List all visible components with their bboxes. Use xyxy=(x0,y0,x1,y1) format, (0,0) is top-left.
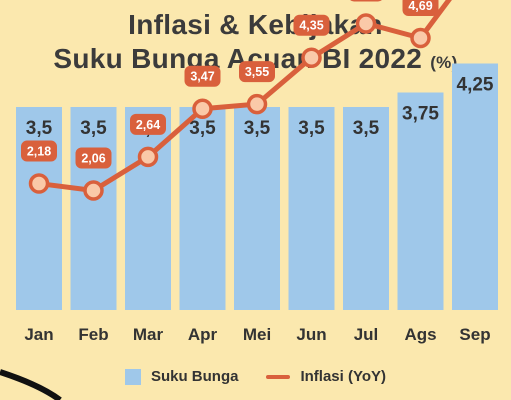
inflation-value-label-mar: 2,64 xyxy=(136,118,160,132)
inflation-point-ags xyxy=(410,27,431,49)
inflation-value-label-mei: 3,55 xyxy=(245,65,269,79)
bar-value-label-apr: 3,5 xyxy=(189,118,216,139)
inflation-point-jul xyxy=(355,13,377,34)
legend-swatch-line xyxy=(266,374,291,379)
title-line-1: Inflasi & Kebijakan xyxy=(128,9,383,40)
inflation-point-mei xyxy=(246,93,268,115)
bar-mei xyxy=(234,107,280,310)
category-label-ags: Ags xyxy=(404,325,436,344)
inflation-label-box-mar xyxy=(130,113,166,135)
bar-value-label-feb: 3,5 xyxy=(80,118,107,139)
inflation-label-box-jan xyxy=(21,140,57,162)
category-label-jul: Jul xyxy=(354,325,379,344)
bar-value-label-jan: 3,5 xyxy=(26,118,53,139)
legend-item-suku-bunga: Suku Bunga xyxy=(124,368,239,385)
legend: Suku Bunga Inflasi (YoY) xyxy=(0,368,511,385)
category-label-mar: Mar xyxy=(133,325,164,344)
inflation-point-apr xyxy=(192,98,213,119)
inflation-point-jun xyxy=(301,47,322,68)
chart-title: Inflasi & Kebijakan Suku Bunga Acuan BI … xyxy=(0,8,511,80)
category-label-feb: Feb xyxy=(78,325,108,344)
inflation-label-box-mei xyxy=(239,61,275,83)
bar-feb xyxy=(70,107,117,310)
inflation-point-mar xyxy=(137,146,159,168)
bar-value-label-ags: 3,75 xyxy=(402,104,439,125)
inflation-label-box-feb xyxy=(75,147,112,169)
inflation-value-label-jan: 2,18 xyxy=(27,145,51,159)
inflation-point-feb xyxy=(83,180,104,201)
bar-jun xyxy=(288,107,335,310)
category-label-jan: Jan xyxy=(24,325,53,344)
title-unit: (%) xyxy=(430,53,458,72)
bar-apr xyxy=(179,107,226,310)
legend-item-inflasi: Inflasi (YoY) xyxy=(266,368,386,385)
category-label-apr: Apr xyxy=(188,325,218,344)
inflation-label-box-jun xyxy=(293,14,330,36)
bar-jul xyxy=(343,107,389,310)
inflation-value-label-feb: 2,06 xyxy=(81,152,105,166)
inflation-point-jan xyxy=(28,173,50,194)
inflation-label-box-apr xyxy=(184,65,221,87)
legend-label-suku-bunga: Suku Bunga xyxy=(150,368,239,385)
bar-sep xyxy=(452,63,498,310)
category-label-mei: Mei xyxy=(243,325,271,344)
bar-ags xyxy=(397,92,444,310)
title-line-2: Suku Bunga Acuan BI 2022 xyxy=(53,43,423,74)
inflation-label-box-jul xyxy=(350,0,382,2)
bar-value-label-jun: 3,5 xyxy=(298,118,325,139)
bar-value-label-sep: 4,25 xyxy=(457,75,494,96)
bar-value-label-mei: 3,5 xyxy=(244,118,271,139)
inflation-value-label-apr: 3,47 xyxy=(190,70,214,84)
inflation-label-box-ags xyxy=(402,0,439,16)
category-label-jun: Jun xyxy=(296,325,326,344)
legend-label-inflasi: Inflasi (YoY) xyxy=(300,368,387,385)
category-label-sep: Sep xyxy=(459,325,490,344)
inflation-value-label-ags: 4,69 xyxy=(408,0,432,13)
legend-swatch-bar xyxy=(124,368,141,385)
inflation-value-label-jun: 4,35 xyxy=(299,19,323,33)
bar-value-label-jul: 3,5 xyxy=(353,118,380,139)
